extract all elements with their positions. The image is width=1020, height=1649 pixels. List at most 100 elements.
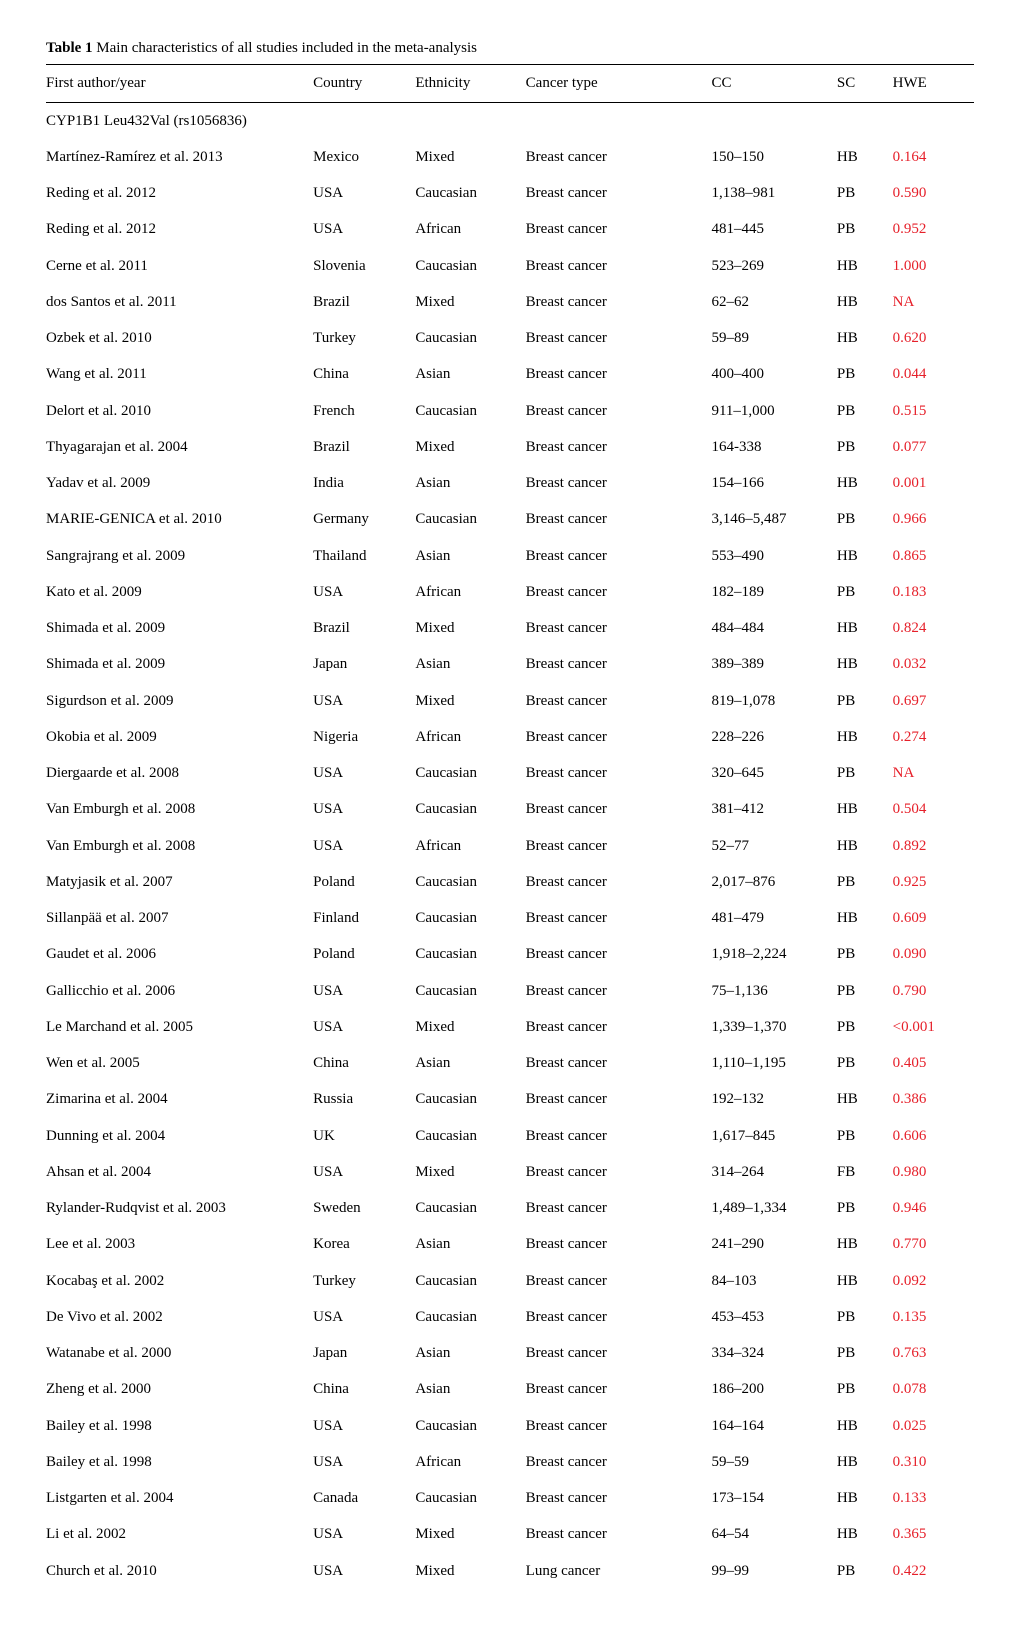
cell-cancer: Breast cancer — [526, 1190, 712, 1226]
cell-country: Sweden — [313, 1190, 415, 1226]
cell-hwe: 0.001 — [893, 465, 974, 501]
cell-author: Rylander-Rudqvist et al. 2003 — [46, 1190, 313, 1226]
cell-eth: Caucasian — [415, 1408, 525, 1444]
cell-hwe: NA — [893, 284, 974, 320]
cell-country: Russia — [313, 1081, 415, 1117]
cell-sc: PB — [837, 1190, 893, 1226]
cell-sc: PB — [837, 574, 893, 610]
cell-eth: Caucasian — [415, 393, 525, 429]
cell-author: Diergaarde et al. 2008 — [46, 755, 313, 791]
cell-sc: HB — [837, 900, 893, 936]
cell-hwe: 0.925 — [893, 864, 974, 900]
cell-author: Li et al. 2002 — [46, 1516, 313, 1552]
cell-cancer: Breast cancer — [526, 1335, 712, 1371]
cell-cc: 320–645 — [711, 755, 836, 791]
cell-author: dos Santos et al. 2011 — [46, 284, 313, 320]
table-row: Sangrajrang et al. 2009ThailandAsianBrea… — [46, 538, 974, 574]
cell-sc: HB — [837, 284, 893, 320]
cell-author: Gallicchio et al. 2006 — [46, 973, 313, 1009]
cell-cc: 3,146–5,487 — [711, 501, 836, 537]
cell-author: MARIE-GENICA et al. 2010 — [46, 501, 313, 537]
cell-cancer: Breast cancer — [526, 211, 712, 247]
table-row: Ozbek et al. 2010TurkeyCaucasianBreast c… — [46, 320, 974, 356]
table-row: Kato et al. 2009USAAfricanBreast cancer1… — [46, 574, 974, 610]
cell-author: Van Emburgh et al. 2008 — [46, 828, 313, 864]
col-header-hwe: HWE — [893, 65, 974, 102]
cell-sc: PB — [837, 356, 893, 392]
table-row: Li et al. 2002USAMixedBreast cancer64–54… — [46, 1516, 974, 1552]
cell-hwe: 0.590 — [893, 175, 974, 211]
cell-cc: 99–99 — [711, 1553, 836, 1589]
cell-author: Sillanpää et al. 2007 — [46, 900, 313, 936]
col-header-cancer: Cancer type — [526, 65, 712, 102]
cell-country: Poland — [313, 936, 415, 972]
cell-eth: Mixed — [415, 139, 525, 175]
cell-sc: HB — [837, 719, 893, 755]
cell-sc: FB — [837, 1154, 893, 1190]
cell-author: Le Marchand et al. 2005 — [46, 1009, 313, 1045]
cell-country: Brazil — [313, 610, 415, 646]
cell-country: USA — [313, 973, 415, 1009]
table-row: Shimada et al. 2009BrazilMixedBreast can… — [46, 610, 974, 646]
cell-sc: HB — [837, 646, 893, 682]
cell-cc: 523–269 — [711, 248, 836, 284]
cell-author: Kato et al. 2009 — [46, 574, 313, 610]
cell-author: Zimarina et al. 2004 — [46, 1081, 313, 1117]
cell-eth: Mixed — [415, 1009, 525, 1045]
cell-cc: 1,110–1,195 — [711, 1045, 836, 1081]
cell-cancer: Lung cancer — [526, 1553, 712, 1589]
cell-cancer: Breast cancer — [526, 1516, 712, 1552]
cell-author: Cerne et al. 2011 — [46, 248, 313, 284]
cell-sc: PB — [837, 755, 893, 791]
cell-country: USA — [313, 1444, 415, 1480]
cell-hwe: <0.001 — [893, 1009, 974, 1045]
cell-hwe: 0.606 — [893, 1118, 974, 1154]
cell-eth: African — [415, 828, 525, 864]
cell-hwe: 0.183 — [893, 574, 974, 610]
cell-eth: Mixed — [415, 284, 525, 320]
table-row: Wang et al. 2011ChinaAsianBreast cancer4… — [46, 356, 974, 392]
cell-author: Church et al. 2010 — [46, 1553, 313, 1589]
cell-hwe: 0.274 — [893, 719, 974, 755]
cell-hwe: 0.770 — [893, 1226, 974, 1262]
cell-cancer: Breast cancer — [526, 1045, 712, 1081]
cell-hwe: NA — [893, 755, 974, 791]
cell-author: Reding et al. 2012 — [46, 175, 313, 211]
cell-eth: Caucasian — [415, 175, 525, 211]
cell-hwe: 0.405 — [893, 1045, 974, 1081]
cell-cc: 553–490 — [711, 538, 836, 574]
table-row: Kocabaş et al. 2002TurkeyCaucasianBreast… — [46, 1263, 974, 1299]
table-row: Church et al. 2010USAMixedLung cancer99–… — [46, 1553, 974, 1589]
table-row: MARIE-GENICA et al. 2010GermanyCaucasian… — [46, 501, 974, 537]
table-header-row: First author/year Country Ethnicity Canc… — [46, 65, 974, 102]
caption-label: Table 1 — [46, 40, 93, 56]
cell-cc: 62–62 — [711, 284, 836, 320]
cell-author: Ahsan et al. 2004 — [46, 1154, 313, 1190]
table-row: Zimarina et al. 2004RussiaCaucasianBreas… — [46, 1081, 974, 1117]
cell-cancer: Breast cancer — [526, 538, 712, 574]
cell-eth: Caucasian — [415, 1263, 525, 1299]
cell-cc: 164-338 — [711, 429, 836, 465]
table-body: CYP1B1 Leu432Val (rs1056836) Martínez-Ra… — [46, 102, 974, 1589]
cell-country: USA — [313, 211, 415, 247]
cell-cancer: Breast cancer — [526, 1118, 712, 1154]
cell-sc: PB — [837, 1299, 893, 1335]
cell-country: Poland — [313, 864, 415, 900]
cell-cc: 381–412 — [711, 791, 836, 827]
cell-cc: 400–400 — [711, 356, 836, 392]
cell-country: Turkey — [313, 320, 415, 356]
cell-cc: 228–226 — [711, 719, 836, 755]
cell-country: China — [313, 1045, 415, 1081]
cell-cc: 59–89 — [711, 320, 836, 356]
cell-author: Bailey et al. 1998 — [46, 1444, 313, 1480]
cell-sc: PB — [837, 683, 893, 719]
cell-sc: PB — [837, 501, 893, 537]
cell-eth: Asian — [415, 1371, 525, 1407]
cell-country: Brazil — [313, 429, 415, 465]
cell-hwe: 0.763 — [893, 1335, 974, 1371]
cell-sc: HB — [837, 1081, 893, 1117]
cell-hwe: 0.620 — [893, 320, 974, 356]
cell-hwe: 0.386 — [893, 1081, 974, 1117]
cell-hwe: 0.422 — [893, 1553, 974, 1589]
cell-eth: Caucasian — [415, 1299, 525, 1335]
